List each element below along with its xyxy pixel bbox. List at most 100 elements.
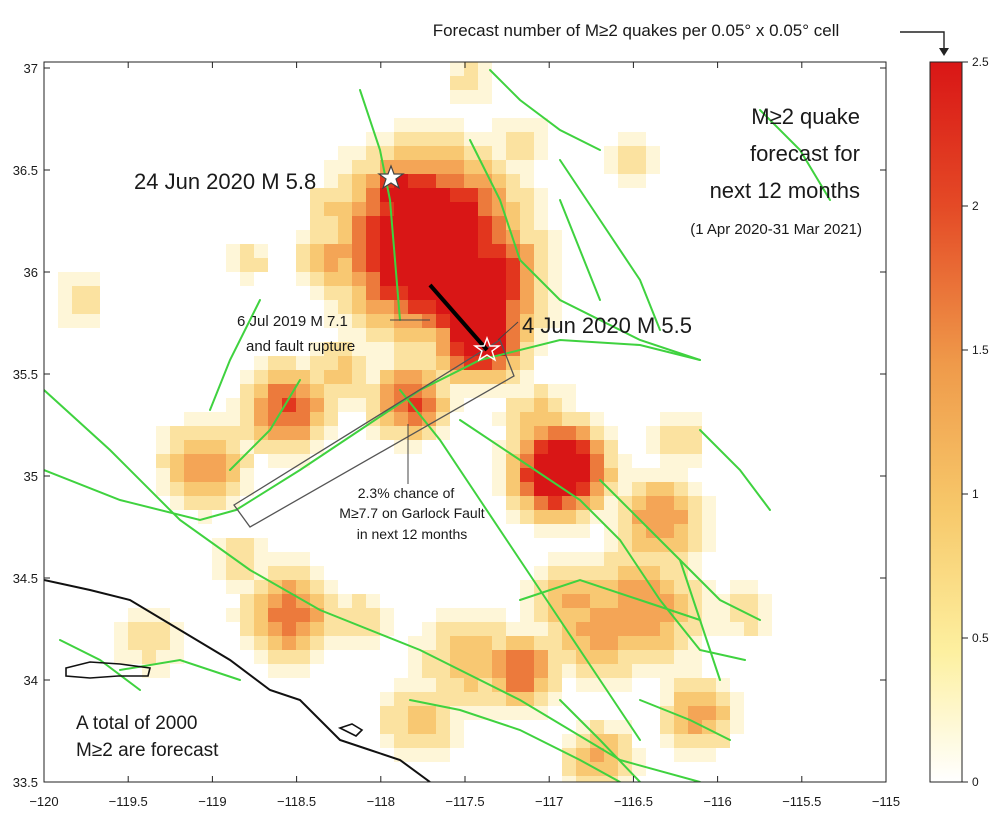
heat-cell (436, 748, 450, 762)
heat-cell (240, 384, 254, 398)
heat-cell (534, 678, 548, 692)
heat-cell (352, 244, 366, 258)
colorbar-title: Forecast number of M≥2 quakes per 0.05° … (433, 21, 840, 40)
heat-cell (380, 328, 394, 342)
heat-cell (632, 650, 646, 664)
heat-cell (436, 622, 450, 636)
heat-cell (408, 146, 422, 160)
y-axis: 37 36.5 36 35.5 35 34.5 34 33.5 (13, 61, 886, 790)
heat-cell (282, 664, 296, 678)
heat-cell (604, 146, 618, 160)
heat-cell (450, 384, 464, 398)
heat-cell (758, 608, 772, 622)
heat-cell (534, 132, 548, 146)
heat-cell (534, 664, 548, 678)
heat-cell (492, 118, 506, 132)
x-tick-label: −119.5 (109, 794, 148, 809)
heat-cell (240, 608, 254, 622)
heat-cell (282, 412, 296, 426)
heat-cell (576, 748, 590, 762)
heat-cell (128, 608, 142, 622)
heat-cell (324, 370, 338, 384)
heat-cell (618, 454, 632, 468)
heat-cell (436, 202, 450, 216)
heat-cell (338, 286, 352, 300)
heat-cell (352, 608, 366, 622)
heat-cell (212, 552, 226, 566)
heat-cell (296, 230, 310, 244)
heat-cell (198, 412, 212, 426)
heat-cell (450, 342, 464, 356)
heat-cell (520, 650, 534, 664)
heat-cell (492, 636, 506, 650)
heat-cell (464, 132, 478, 146)
heat-cell (408, 188, 422, 202)
heat-cell (170, 440, 184, 454)
heat-cell (674, 412, 688, 426)
heat-cell (702, 706, 716, 720)
heat-cell (688, 664, 702, 678)
heat-cell (646, 510, 660, 524)
heat-cell (688, 496, 702, 510)
heat-cell (394, 692, 408, 706)
heat-cell (534, 692, 548, 706)
heat-cell (478, 650, 492, 664)
heat-cell (338, 146, 352, 160)
heat-cell (436, 160, 450, 174)
heat-cell (436, 720, 450, 734)
heat-cell (562, 650, 576, 664)
heat-cell (226, 580, 240, 594)
heat-cell (674, 468, 688, 482)
heat-cell (688, 734, 702, 748)
heat-cell (562, 622, 576, 636)
heat-cell (646, 482, 660, 496)
heat-cell (282, 370, 296, 384)
heat-cell (534, 328, 548, 342)
heat-cell (366, 636, 380, 650)
heat-cell (408, 398, 422, 412)
heat-cell (660, 426, 674, 440)
heat-cell (198, 426, 212, 440)
heat-cell (478, 258, 492, 272)
heat-cell (590, 636, 604, 650)
heat-cell (562, 384, 576, 398)
heat-cell (380, 734, 394, 748)
heat-cell (310, 594, 324, 608)
heat-cell (198, 496, 212, 510)
heat-cell (590, 748, 604, 762)
heat-cell (212, 468, 226, 482)
heat-cell (632, 566, 646, 580)
heat-cell (436, 426, 450, 440)
heat-cell (422, 720, 436, 734)
label-rupture-line1: 6 Jul 2019 M 7.1 (237, 313, 348, 330)
heat-cell (282, 384, 296, 398)
heat-cell (562, 454, 576, 468)
heat-cell (632, 174, 646, 188)
heat-cell (422, 272, 436, 286)
heat-cell (296, 622, 310, 636)
heat-cell (506, 678, 520, 692)
heat-cell (212, 412, 226, 426)
heat-cell (548, 678, 562, 692)
heat-cell (310, 440, 324, 454)
heat-cell (86, 286, 100, 300)
heat-cell (660, 510, 674, 524)
heat-cell (184, 496, 198, 510)
colorbar-arrow (900, 31, 945, 50)
heat-cell (492, 468, 506, 482)
heat-cell (716, 692, 730, 706)
heat-cell (562, 510, 576, 524)
heat-cell (58, 300, 72, 314)
heat-cell (170, 636, 184, 650)
heat-cell (310, 202, 324, 216)
heat-cell (352, 398, 366, 412)
heat-cell (366, 356, 380, 370)
heat-cell (170, 496, 184, 510)
heat-cell (520, 454, 534, 468)
heat-cell (254, 608, 268, 622)
heat-cell (142, 636, 156, 650)
heat-cell (618, 734, 632, 748)
heat-cell (548, 384, 562, 398)
heat-cell (310, 566, 324, 580)
heat-cell (520, 510, 534, 524)
